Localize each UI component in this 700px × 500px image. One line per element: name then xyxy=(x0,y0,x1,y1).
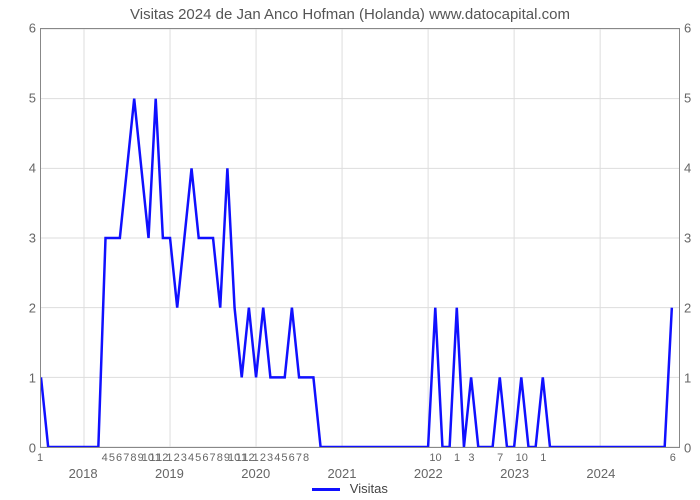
x-tick-minor-label: 4 xyxy=(188,452,194,464)
series-line xyxy=(41,99,672,447)
x-tick-minor-label: 10 xyxy=(516,452,528,464)
x-tick-minor-label: 7 xyxy=(497,452,503,464)
x-tick-minor-label: 2 xyxy=(174,452,180,464)
x-tick-minor-label: 10 xyxy=(429,452,441,464)
y-tick-label: 3 xyxy=(29,231,36,246)
x-tick-minor-label: 6 xyxy=(202,452,208,464)
x-tick-minor-label: 1 xyxy=(253,452,259,464)
y-tick-label-right: 3 xyxy=(684,231,691,246)
x-tick-minor-label: 8 xyxy=(130,452,136,464)
x-tick-minor-label: 3 xyxy=(267,452,273,464)
legend-swatch xyxy=(312,488,340,491)
y-tick-label: 5 xyxy=(29,91,36,106)
x-tick-minor-label: 3 xyxy=(181,452,187,464)
x-tick-minor-label: 2 xyxy=(260,452,266,464)
x-tick-minor-label: 3 xyxy=(468,452,474,464)
x-tick-minor-label: 8 xyxy=(217,452,223,464)
x-tick-minor-label: 6 xyxy=(289,452,295,464)
legend: Visitas xyxy=(0,481,700,496)
x-tick-minor-label: 5 xyxy=(195,452,201,464)
x-tick-minor-label: 1 xyxy=(454,452,460,464)
x-tick-minor-label: 6 xyxy=(116,452,122,464)
chart-svg xyxy=(41,29,679,447)
x-tick-minor-label: 4 xyxy=(102,452,108,464)
x-tick-minor-label: 5 xyxy=(281,452,287,464)
x-tick-major-label: 2023 xyxy=(500,466,529,481)
y-tick-label: 2 xyxy=(29,301,36,316)
x-tick-major-label: 2020 xyxy=(241,466,270,481)
y-tick-label: 1 xyxy=(29,371,36,386)
chart-title: Visitas 2024 de Jan Anco Hofman (Holanda… xyxy=(0,6,700,23)
x-tick-major-label: 2019 xyxy=(155,466,184,481)
x-tick-minor-label: 8 xyxy=(303,452,309,464)
x-tick-major-label: 2024 xyxy=(586,466,615,481)
x-tick-major-label: 2018 xyxy=(69,466,98,481)
plot-area xyxy=(40,28,680,448)
x-tick-minor-label: 7 xyxy=(210,452,216,464)
y-tick-label: 0 xyxy=(29,441,36,456)
x-tick-minor-label: 1 xyxy=(166,452,172,464)
chart-container: Visitas 2024 de Jan Anco Hofman (Holanda… xyxy=(0,0,700,500)
x-tick-minor-label: 4 xyxy=(274,452,280,464)
x-tick-major-label: 2022 xyxy=(414,466,443,481)
y-tick-label: 6 xyxy=(29,21,36,36)
y-tick-label-right: 0 xyxy=(684,441,691,456)
y-tick-label-right: 1 xyxy=(684,371,691,386)
x-tick-minor-label: 7 xyxy=(123,452,129,464)
x-tick-minor-label: 6 xyxy=(670,452,676,464)
x-tick-major-label: 2021 xyxy=(328,466,357,481)
legend-label: Visitas xyxy=(350,481,388,496)
x-tick-minor-label: 5 xyxy=(109,452,115,464)
y-tick-label-right: 2 xyxy=(684,301,691,316)
y-tick-label-right: 5 xyxy=(684,91,691,106)
y-tick-label-right: 6 xyxy=(684,21,691,36)
x-tick-minor-label: 1 xyxy=(540,452,546,464)
y-tick-label-right: 4 xyxy=(684,161,691,176)
y-tick-label: 4 xyxy=(29,161,36,176)
x-tick-minor-label: 1 xyxy=(37,452,43,464)
x-tick-minor-label: 7 xyxy=(296,452,302,464)
